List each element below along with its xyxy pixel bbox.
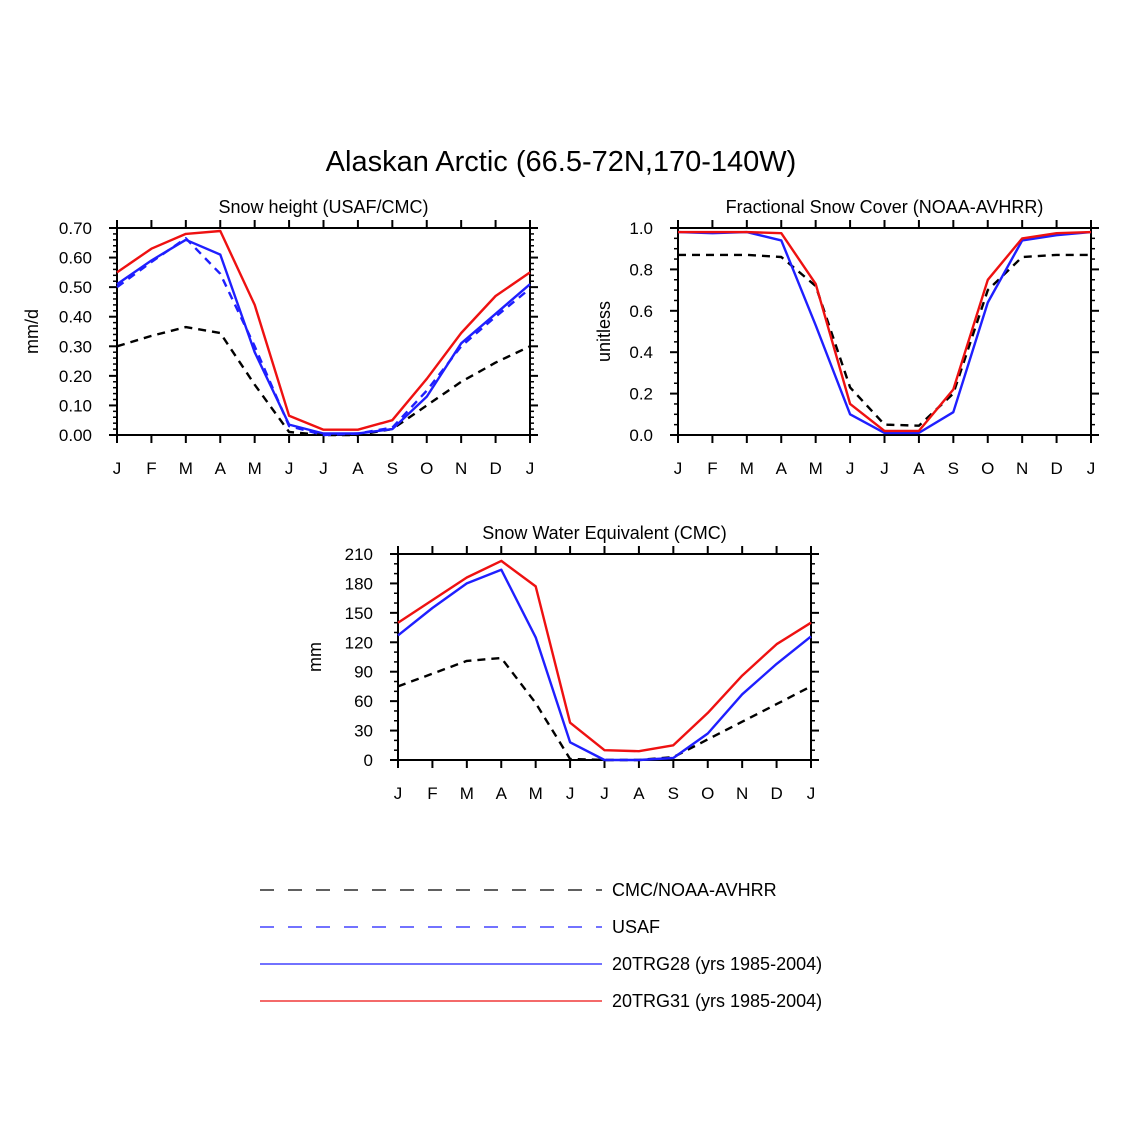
x-tick-label: D [770, 784, 782, 803]
panel-snow-height: Snow height (USAF/CMC) mm/d J F M A M J J A S O N D J 0… [22, 197, 538, 478]
x-tick-label: J [319, 459, 328, 478]
x-tick-label: O [701, 784, 714, 803]
x-tick-label: J [113, 459, 122, 478]
x-tick-label: A [913, 459, 925, 478]
x-tick-label: S [668, 784, 679, 803]
x-tick-label: M [460, 784, 474, 803]
panel-fractional-snow-cover: Fractional Snow Cover (NOAA-AVHRR) unitle… [594, 197, 1099, 478]
x-tick-label: J [674, 459, 683, 478]
y-axis-label: unitless [594, 301, 614, 362]
x-tick-label: J [846, 459, 855, 478]
x-tick-label: A [633, 784, 645, 803]
y-tick-label: 0.70 [59, 219, 92, 238]
series-line-20trg31-yrs-1985-2004 [116, 229, 531, 431]
y-tick-label: 120 [345, 633, 373, 652]
x-tick-label: J [1087, 459, 1096, 478]
x-tick-label: J [566, 784, 575, 803]
x-tick-label: O [420, 459, 433, 478]
legend-label: 20TRG28 (yrs 1985-2004) [612, 954, 822, 974]
figure-title: Alaskan Arctic (66.5-72N,170-140W) [326, 146, 797, 178]
legend-label: CMC/NOAA-AVHRR [612, 880, 777, 900]
y-tick-label: 0 [364, 751, 373, 770]
x-tick-label: S [948, 459, 959, 478]
y-tick-label: 180 [345, 574, 373, 593]
series-line-20trg28-yrs-1985-2004 [397, 568, 812, 762]
y-tick-label: 0.20 [59, 367, 92, 386]
series-line-cmc-noaa-avhrr [116, 325, 531, 437]
x-tick-label: J [285, 459, 294, 478]
x-tick-label: N [455, 459, 467, 478]
y-axis-label: mm [305, 642, 325, 672]
x-tick-label: F [146, 459, 156, 478]
x-tick-label: J [600, 784, 609, 803]
x-tick-label: M [740, 459, 754, 478]
x-tick-label: D [489, 459, 501, 478]
legend-label: USAF [612, 917, 660, 937]
y-tick-label: 0.60 [59, 249, 92, 268]
x-tick-label: F [427, 784, 437, 803]
y-tick-label: 0.30 [59, 337, 92, 356]
x-tick-label: J [807, 784, 816, 803]
x-tick-label: N [1016, 459, 1028, 478]
series-line-20trg31-yrs-1985-2004 [678, 230, 1092, 433]
y-tick-label: 0.00 [59, 426, 92, 445]
y-tick-label: 90 [354, 663, 373, 682]
x-tick-label: S [387, 459, 398, 478]
legend-label: 20TRG31 (yrs 1985-2004) [612, 991, 822, 1011]
y-tick-label: 150 [345, 604, 373, 623]
x-tick-label: M [248, 459, 262, 478]
y-tick-label: 0.4 [629, 343, 653, 362]
legend: CMC/NOAA-AVHRR USAF 20TRG28 (yrs 1985-2004… [260, 880, 822, 1011]
x-tick-label: A [496, 784, 508, 803]
panel-snow-water-equivalent: Snow Water Equivalent (CMC) mm J F M A M J J A S O N… [305, 523, 819, 803]
y-axis-label: mm/d [22, 309, 42, 354]
panel-title: Snow height (USAF/CMC) [218, 197, 428, 217]
y-tick-label: 0.6 [629, 302, 653, 321]
x-tick-label: A [352, 459, 364, 478]
x-tick-label: F [707, 459, 717, 478]
x-tick-label: M [529, 784, 543, 803]
series-line-20trg31-yrs-1985-2004 [397, 559, 812, 753]
x-tick-label: M [809, 459, 823, 478]
x-tick-label: A [215, 459, 227, 478]
x-tick-label: N [736, 784, 748, 803]
y-tick-label: 0.0 [629, 426, 653, 445]
y-tick-label: 30 [354, 722, 373, 741]
y-tick-label: 1.0 [629, 219, 653, 238]
y-tick-label: 0.10 [59, 396, 92, 415]
x-tick-label: J [526, 459, 535, 478]
y-tick-label: 0.40 [59, 308, 92, 327]
panel-title: Snow Water Equivalent (CMC) [482, 523, 726, 543]
y-tick-label: 0.2 [629, 385, 653, 404]
series-line-20trg28-yrs-1985-2004 [116, 238, 531, 435]
x-tick-label: M [179, 459, 193, 478]
x-tick-label: J [880, 459, 889, 478]
y-tick-label: 210 [345, 545, 373, 564]
panel-title: Fractional Snow Cover (NOAA-AVHRR) [726, 197, 1044, 217]
x-tick-label: D [1050, 459, 1062, 478]
series-line-cmc-noaa-avhrr [397, 656, 812, 762]
series-line-usaf [116, 237, 531, 437]
y-tick-label: 0.50 [59, 278, 92, 297]
x-tick-label: A [776, 459, 788, 478]
y-tick-label: 60 [354, 692, 373, 711]
y-tick-label: 0.8 [629, 260, 653, 279]
x-tick-label: J [394, 784, 403, 803]
x-tick-label: O [981, 459, 994, 478]
